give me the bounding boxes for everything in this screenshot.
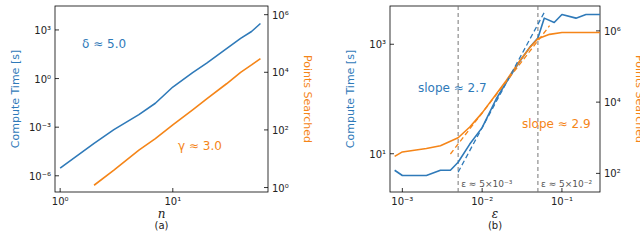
x-tick — [172, 188, 173, 192]
reference-line — [537, 6, 538, 192]
reference-label: ε ≈ 5×10⁻³ — [461, 179, 513, 189]
plot-area — [395, 6, 600, 192]
y-tick — [55, 127, 59, 128]
figure: 10⁰ 10¹ 10⁻⁶ 10⁻³ 10⁰ 10³ 10⁰ 10² 10⁴ 10⁶ δ ≈ 5.0 γ… — [0, 0, 640, 232]
page: {"chart_data": [ {"type": "line", "title… — [0, 0, 640, 232]
y-tick-label: 10⁻⁶ — [29, 171, 51, 182]
annotation: slope ≈ 2.7 — [418, 81, 487, 95]
x-axis-title: ε — [492, 207, 498, 221]
panel-label: (a) — [155, 220, 169, 231]
x-tick-label: 10⁻² — [471, 196, 493, 207]
plot-frame — [55, 6, 268, 192]
y2-axis-title: Points Searched — [301, 55, 314, 143]
plot-frame — [390, 6, 600, 192]
x-tick-label: 10⁻¹ — [551, 196, 573, 207]
y-tick-label: 10⁰ — [34, 74, 51, 85]
x-axis-title: n — [158, 207, 166, 221]
annotation: δ ≈ 5.0 — [82, 37, 126, 51]
x-tick-label: 10⁻³ — [391, 196, 413, 207]
panel-label: (b) — [488, 220, 502, 231]
annotation: γ ≈ 3.0 — [178, 139, 222, 153]
y2-tick-label: 10⁶ — [272, 10, 289, 21]
y2-tick-label: 10⁶ — [604, 26, 621, 37]
y2-tick-label: 10⁴ — [272, 67, 289, 78]
x-tick — [60, 188, 61, 192]
y-axis-title: Compute Time [s] — [9, 50, 22, 148]
x-tick-label: 10⁰ — [52, 196, 69, 207]
y-tick — [55, 78, 59, 79]
y-tick-label: 10³ — [34, 25, 51, 36]
annotation: slope ≈ 2.9 — [522, 117, 591, 131]
y2-axis-title: Points Searched — [633, 55, 640, 143]
x-tick — [402, 188, 403, 192]
y-tick — [390, 153, 394, 154]
plot-area — [60, 23, 260, 185]
y2-tick-label: 10⁰ — [272, 183, 289, 194]
y2-tick — [264, 187, 268, 188]
y-tick-label: 10³ — [369, 39, 386, 50]
y2-tick — [596, 102, 600, 103]
y2-tick-label: 10⁴ — [604, 97, 621, 108]
y2-tick — [596, 173, 600, 174]
y-tick-label: 10¹ — [369, 149, 386, 160]
x-tick-label: 10¹ — [164, 196, 181, 207]
series-line — [395, 14, 600, 175]
y2-tick-label: 10² — [604, 168, 621, 179]
y2-tick — [264, 72, 268, 73]
y2-tick-label: 10² — [272, 125, 289, 136]
y2-tick — [596, 30, 600, 31]
series-line — [94, 59, 260, 186]
series-line — [395, 33, 600, 157]
y2-tick — [264, 129, 268, 130]
reference-line — [458, 6, 459, 192]
y-tick — [55, 175, 59, 176]
y-axis-title: Compute Time [s] — [344, 50, 357, 148]
y2-tick — [264, 14, 268, 15]
series-line — [60, 23, 260, 168]
reference-label: ε ≈ 5×10⁻² — [541, 179, 593, 189]
y-tick-label: 10⁻³ — [29, 122, 51, 133]
y-tick — [390, 44, 394, 45]
y-tick — [55, 29, 59, 30]
